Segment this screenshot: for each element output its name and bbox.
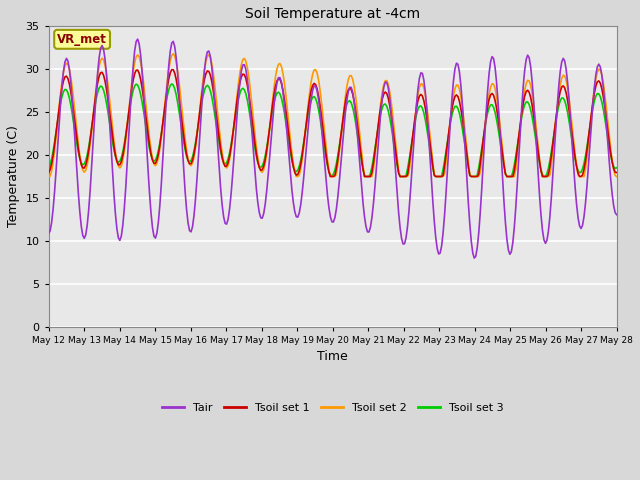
Title: Soil Temperature at -4cm: Soil Temperature at -4cm (245, 7, 420, 21)
X-axis label: Time: Time (317, 350, 348, 363)
Legend: Tair, Tsoil set 1, Tsoil set 2, Tsoil set 3: Tair, Tsoil set 1, Tsoil set 2, Tsoil se… (157, 398, 508, 417)
Text: VR_met: VR_met (57, 33, 107, 46)
Y-axis label: Temperature (C): Temperature (C) (7, 126, 20, 228)
